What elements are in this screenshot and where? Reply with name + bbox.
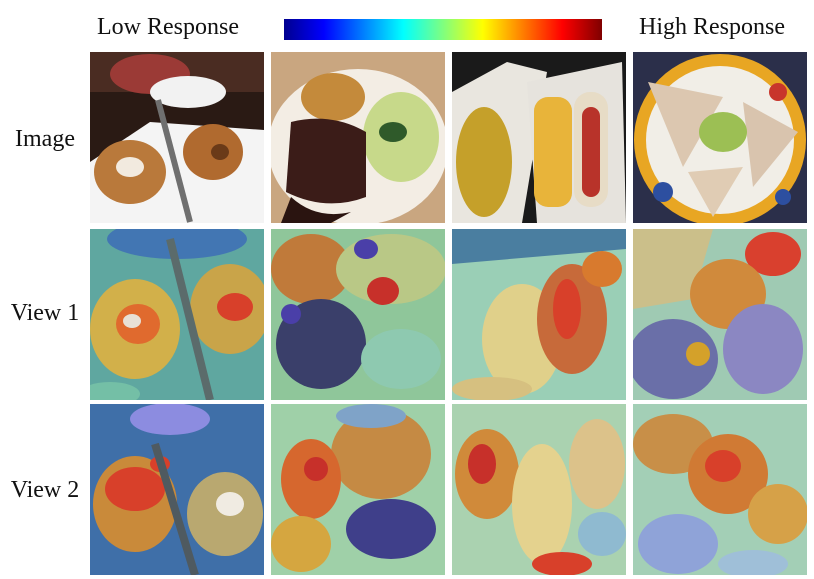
high-response-label: High Response	[639, 14, 785, 40]
view2-quesadilla-heatmap	[633, 404, 807, 575]
response-colorbar	[284, 19, 602, 40]
view2-fries-heatmap	[452, 404, 626, 575]
row-label-image: Image	[15, 126, 75, 152]
low-response-label: Low Response	[97, 14, 239, 40]
view1-steak-heatmap	[271, 229, 445, 400]
view1-fries-heatmap	[452, 229, 626, 400]
row-label-view1: View 1	[10, 300, 80, 326]
image-quesadilla	[633, 52, 807, 223]
view1-quesadilla-heatmap	[633, 229, 807, 400]
image-steak	[271, 52, 445, 223]
view2-donuts-heatmap	[90, 404, 264, 575]
view2-steak-heatmap	[271, 404, 445, 575]
image-donuts	[90, 52, 264, 223]
image-fries-hotdog	[452, 52, 626, 223]
view1-donuts-heatmap	[90, 229, 264, 400]
row-label-view2: View 2	[10, 477, 80, 503]
